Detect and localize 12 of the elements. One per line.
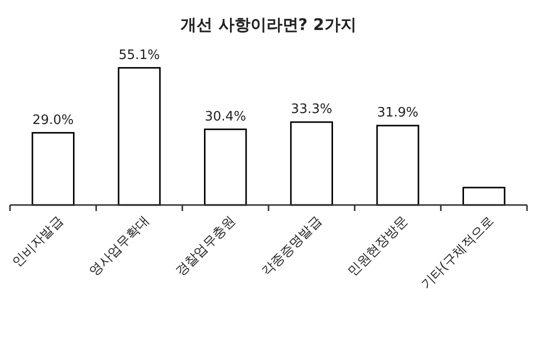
bar — [204, 128, 247, 206]
data-label: 29.0% — [32, 112, 74, 128]
bar — [118, 67, 161, 206]
data-label: 31.9% — [377, 106, 418, 121]
bar — [462, 186, 506, 206]
bar — [376, 124, 420, 206]
bar — [290, 121, 334, 206]
bar — [32, 132, 75, 206]
data-label: 30.4% — [204, 109, 246, 124]
chart-title: 개선 사항이라면? 2가지 — [180, 15, 356, 34]
data-label: 55.1% — [118, 48, 160, 63]
data-label: 33.3% — [290, 102, 332, 118]
